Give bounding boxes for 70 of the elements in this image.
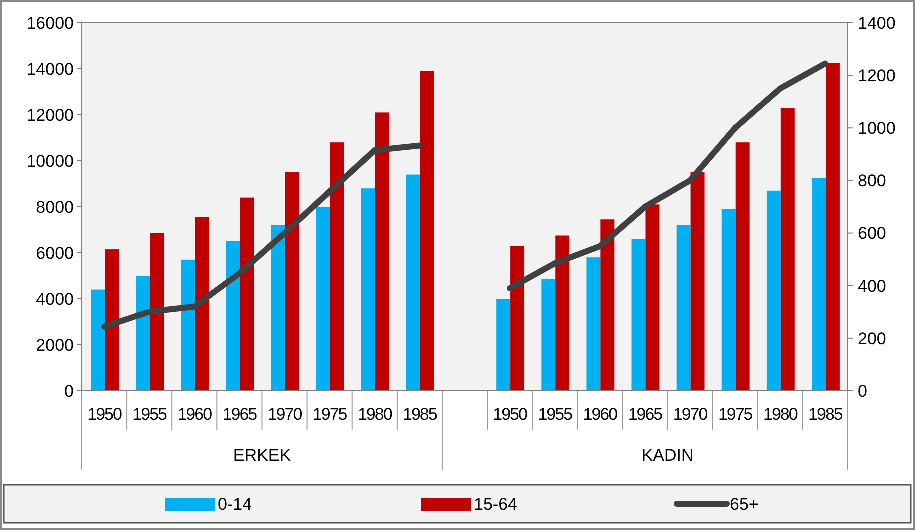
bar: [722, 209, 736, 391]
bar: [510, 246, 525, 391]
x-tick-label: 1950: [493, 404, 528, 424]
bar: [316, 207, 330, 391]
x-tick-label: 1955: [538, 404, 573, 424]
bar: [586, 258, 601, 391]
y2-tick-label: 0: [858, 382, 868, 401]
y-tick-label: 12000: [26, 106, 74, 125]
y2-tick-label: 1000: [858, 119, 896, 138]
bar: [271, 225, 286, 391]
x-tick-label: 1985: [403, 404, 438, 424]
y-tick-label: 10000: [26, 152, 74, 171]
text: KADIN: [642, 446, 694, 465]
y-tick-label: 8000: [36, 198, 74, 217]
bar: [600, 220, 615, 391]
bar: [736, 142, 750, 391]
y-tick-label: 6000: [36, 244, 74, 263]
legend-label: 0-14: [218, 494, 252, 514]
x-tick-label: 1970: [268, 404, 302, 424]
bar: [496, 299, 511, 391]
bar: [676, 225, 691, 391]
bar: [285, 172, 300, 391]
bar: [240, 198, 254, 391]
bar: [420, 71, 434, 391]
bar: [632, 239, 646, 391]
bar: [826, 63, 840, 391]
x-tick-label: 1980: [358, 404, 392, 424]
bar: [646, 204, 660, 391]
y2-tick-label: 600: [858, 224, 886, 244]
y2-tick-label: 200: [858, 329, 886, 348]
legend-label: 65+: [730, 494, 759, 514]
bar: [375, 112, 390, 391]
bar: [780, 108, 795, 391]
y-tick-label: 0: [64, 382, 74, 401]
x-tick-label: 1975: [718, 404, 753, 424]
x-tick-label: 1960: [178, 404, 212, 424]
bar: [361, 188, 376, 391]
x-tick-label: 1975: [312, 404, 348, 424]
x-tick-label: 1950: [88, 404, 122, 424]
x-tick-label: 1960: [583, 404, 618, 424]
y-tick-label: 2000: [36, 336, 74, 355]
y-tick-label: 4000: [36, 290, 74, 309]
x-tick-label: 1965: [222, 404, 258, 424]
x-tick-label: 1970: [673, 404, 708, 424]
bar: [105, 250, 119, 391]
y-tick-label: 16000: [26, 14, 74, 33]
bar: [556, 236, 570, 391]
x-tick-label: 1955: [132, 404, 168, 424]
y2-tick-label: 800: [858, 172, 886, 191]
bar: [181, 260, 196, 391]
y2-tick-label: 400: [858, 276, 886, 296]
y-tick-label: 14000: [26, 60, 74, 79]
bar: [195, 217, 210, 391]
bar: [812, 178, 826, 391]
bar: [330, 142, 344, 391]
bar: [226, 242, 240, 391]
x-tick-label: 1980: [764, 404, 798, 424]
bar: [150, 233, 164, 391]
bar: [690, 172, 705, 391]
bar: [91, 290, 106, 391]
bar: [542, 279, 556, 391]
legend-label: 15-64: [474, 494, 518, 514]
bar: [406, 174, 420, 391]
x-tick-label: 1965: [628, 404, 663, 424]
bar: [766, 190, 781, 391]
bar: [136, 276, 150, 391]
y2-tick-label: 1400: [858, 14, 896, 33]
y2-tick-label: 1200: [858, 66, 896, 86]
x-tick-label: 1985: [808, 404, 843, 424]
text: ERKEK: [233, 446, 292, 465]
